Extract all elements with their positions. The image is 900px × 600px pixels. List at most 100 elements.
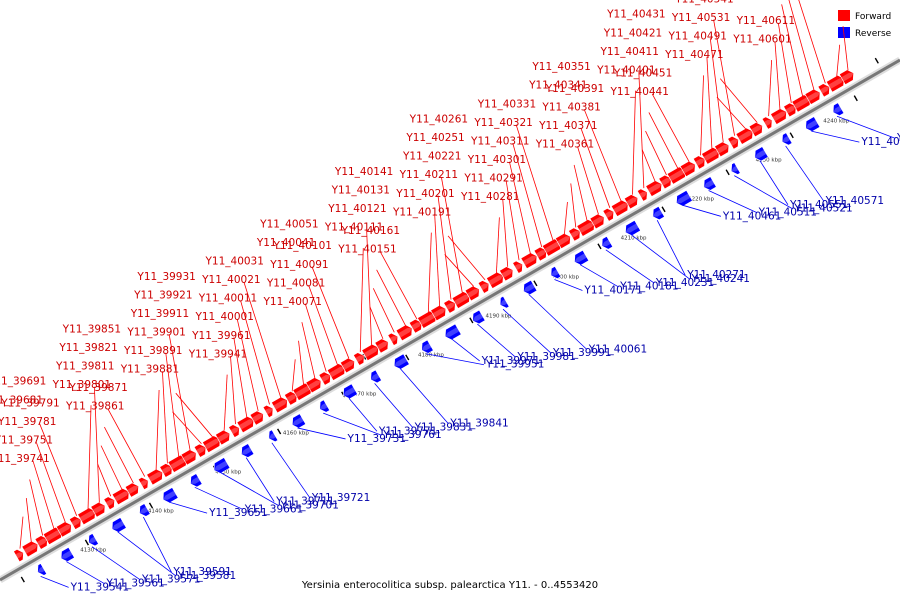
reverse-gene-glyph — [703, 176, 717, 191]
reverse-gene-connector — [66, 561, 105, 584]
reverse-gene-connector — [91, 546, 141, 581]
reverse-gene-label: Y11_39651 — [208, 507, 267, 519]
reverse-gene-connector — [117, 531, 176, 577]
forward-gene-label: Y11_39791 — [0, 398, 59, 410]
forward-gene-glyph — [193, 443, 207, 458]
reverse-gene-label: Y11_40521 — [793, 203, 852, 215]
reverse-gene-label: Y11_39581 — [177, 570, 236, 582]
forward-gene-connector — [580, 127, 611, 208]
genome-caption: Yersinia enterocolitica subsp. palearcti… — [301, 580, 598, 591]
scale-tick-label: 4220 kbp — [688, 196, 714, 202]
forward-gene-connector — [366, 229, 373, 346]
legend: Forward Reverse — [838, 10, 892, 39]
forward-gene-label: Y11_40111 — [324, 222, 383, 234]
forward-gene-connector — [32, 460, 55, 530]
forward-gene-label: Y11_40391 — [545, 83, 604, 95]
reverse-gene-connector — [759, 160, 789, 205]
forward-gene-connector — [100, 445, 123, 490]
forward-gene-connector — [495, 217, 500, 274]
forward-gene-label: Y11_39751 — [0, 435, 53, 447]
forward-gene-label: Y11_40451 — [613, 68, 672, 80]
reverse-gene-label: Y11_39831 — [414, 421, 473, 433]
reverse-gene-label: Y11_39841 — [449, 418, 508, 430]
forward-gene-label: Y11_40361 — [535, 139, 594, 151]
forward-gene-glyph — [464, 285, 480, 302]
reverse-gene-glyph — [162, 487, 179, 504]
forward-gene-label: Y11_40371 — [538, 120, 597, 132]
forward-gene-connector — [570, 183, 577, 228]
forward-gene-label: Y11_40001 — [194, 311, 253, 323]
forward-gene-label: Y11_40341 — [528, 80, 587, 92]
forward-gene-connector — [788, 0, 815, 90]
forward-gene-connector — [304, 303, 327, 372]
reverse-gene-label: Y11_39701 — [279, 499, 338, 511]
reverse-gene-label: Y11_39661 — [244, 503, 303, 515]
forward-gene-glyph — [124, 482, 139, 498]
forward-gene-connector — [781, 4, 804, 97]
forward-gene-connector — [505, 180, 520, 261]
forward-gene-glyph — [610, 199, 629, 217]
forward-gene-label: Y11_40161 — [341, 225, 400, 237]
forward-gene-connector — [155, 389, 160, 470]
forward-gene-label: Y11_39801 — [52, 379, 111, 391]
forward-gene-label: Y11_40401 — [596, 64, 655, 76]
forward-gene-connector — [427, 232, 432, 313]
forward-gene-label: Y11_40131 — [331, 185, 390, 197]
forward-gene-glyph — [645, 180, 663, 197]
forward-gene-connector — [632, 90, 636, 195]
reverse-gene-connector — [348, 398, 378, 432]
reverse-gene-glyph — [676, 189, 693, 207]
forward-gene-connector — [233, 337, 248, 418]
reverse-gene-glyph — [625, 219, 641, 237]
scale-tick-label: 4170 kbp — [350, 391, 376, 397]
reverse-gene-connector — [811, 130, 860, 143]
reverse-gene-label: Y11_39721 — [311, 492, 370, 504]
forward-gene-glyph — [77, 507, 96, 526]
forward-gene-glyph — [817, 83, 830, 98]
reverse-gene-glyph — [574, 249, 590, 266]
reverse-gene-glyph — [652, 205, 665, 221]
reverse-gene-label: Y11_40241 — [691, 273, 750, 285]
forward-gene-connector — [175, 392, 214, 438]
feature-marker — [277, 428, 282, 435]
forward-gene-label: Y11_40331 — [477, 98, 536, 110]
reverse-gene-label: Y11_39761 — [382, 429, 441, 441]
forward-gene-glyph — [533, 246, 547, 262]
reverse-gene-connector — [528, 294, 588, 350]
forward-gene-glyph — [589, 213, 605, 230]
reverse-gene-glyph — [472, 309, 486, 325]
reverse-gene-glyph — [730, 162, 741, 175]
forward-gene-connector — [93, 386, 100, 503]
forward-gene-glyph — [804, 88, 821, 105]
reverse-gene-glyph — [190, 473, 203, 488]
reverse-gene-glyph — [342, 383, 358, 400]
forward-gene-label: Y11_40101 — [273, 240, 332, 252]
forward-gene-glyph — [180, 449, 197, 466]
forward-gene-glyph — [602, 208, 615, 222]
reverse-gene-connector — [220, 472, 279, 506]
forward-gene-label: Y11_40051 — [259, 218, 318, 230]
reverse-gene-connector — [708, 190, 757, 213]
forward-gene-connector — [162, 371, 168, 464]
reverse-gene-label: Y11_39981 — [516, 351, 575, 363]
forward-gene-label: Y11_40321 — [473, 117, 532, 129]
scale-tick-label: 4190 kbp — [486, 313, 512, 319]
reverse-gene-glyph — [291, 413, 307, 429]
forward-gene-label: Y11_39931 — [136, 271, 195, 283]
reverse-gene-connector — [297, 427, 346, 440]
forward-gene-glyph — [249, 410, 264, 426]
feature-marker — [661, 206, 666, 213]
forward-gene-connector — [29, 479, 44, 536]
forward-gene-label: Y11_40471 — [664, 49, 723, 61]
forward-gene-connector — [437, 195, 452, 300]
forward-gene-label: Y11_39901 — [126, 327, 185, 339]
forward-gene-glyph — [783, 102, 797, 118]
forward-gene-glyph — [305, 377, 322, 394]
forward-gene-connector — [230, 356, 236, 425]
reverse-gene-label: Y11_40551 — [789, 199, 848, 211]
forward-gene-glyph — [825, 74, 845, 93]
forward-gene-label: Y11_40601 — [732, 34, 791, 46]
scale-tick-label: 4200 kbp — [553, 274, 579, 280]
forward-gene-connector — [836, 44, 841, 77]
forward-gene-label: Y11_40081 — [266, 277, 325, 289]
